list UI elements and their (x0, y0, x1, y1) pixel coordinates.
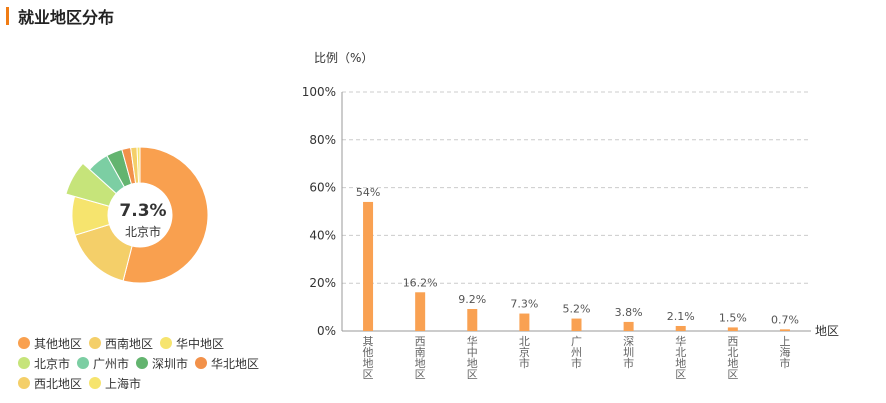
bar-2[interactable] (415, 292, 426, 331)
legend-swatch-icon (195, 357, 208, 369)
legend-swatch-icon (160, 337, 173, 349)
bar-5[interactable] (571, 318, 582, 331)
legend-item[interactable]: 深圳市 (136, 355, 188, 372)
donut-center-value: 7.3% (119, 201, 166, 221)
y-tick-labels: 0% 20% 40% 60% 80% 100% (302, 85, 336, 338)
legend-swatch-icon (77, 357, 90, 369)
y-tick-label: 40% (309, 228, 336, 242)
chart-legend: 其他地区 西南地区 华中地区北京市 广州市 深圳市 华北地区西北地区 上海市 (18, 333, 288, 393)
bar-data-label: 2.1% (667, 310, 695, 323)
y-tick-label: 60% (309, 181, 336, 195)
legend-label: 上海市 (105, 376, 142, 391)
x-axis-title: 地区 (815, 324, 839, 338)
bar-data-label: 3.8% (615, 306, 643, 319)
bar-data-label: 5.2% (563, 303, 591, 316)
donut-slices (65, 146, 209, 284)
bar-8[interactable] (727, 327, 738, 331)
x-tick-labels: 其他地区 西南地区 华中地区 北京市 广州市 深圳市 华北地区 西北地区 上海市 (363, 334, 791, 381)
bar-data-label: 1.5% (719, 311, 747, 324)
legend-swatch-icon (18, 337, 30, 349)
bar-data-label: 7.3% (510, 298, 538, 311)
bar-6[interactable] (623, 321, 634, 331)
y-tick-label: 100% (302, 85, 336, 99)
legend-label: 西南地区 (105, 336, 154, 351)
bar-data-label: 54% (356, 186, 380, 199)
y-tick-label: 80% (309, 133, 336, 147)
legend-label: 华中地区 (176, 336, 225, 351)
legend-swatch-icon (136, 357, 149, 369)
legend-label: 深圳市 (152, 356, 189, 371)
donut-chart[interactable]: 7.3% 北京市 (0, 130, 290, 320)
donut-slice-9[interactable] (136, 146, 141, 184)
legend-label: 其他地区 (34, 336, 83, 351)
legend-label: 北京市 (34, 356, 71, 371)
bar-chart: 比例（%） 0% 20% 40% 60% 80% 100% 54% 16.2% 9.2% 7.3… (302, 51, 839, 381)
bar-data-label: 0.7% (771, 313, 799, 326)
legend-swatch-icon (18, 377, 30, 389)
x-tick-label: 深圳市 (623, 335, 634, 370)
bar-data-label: 16.2% (403, 276, 438, 289)
legend-item[interactable]: 华中地区 (160, 335, 224, 352)
bar-data-labels: 54% 16.2% 9.2% 7.3% 5.2% 3.8% 2.1% 1.5% 0.7% (356, 186, 799, 326)
x-tick-label: 华北地区 (675, 334, 686, 381)
legend-row: 其他地区 西南地区 华中地区 (18, 333, 288, 353)
x-tick-label: 北京市 (519, 335, 530, 370)
legend-label: 华北地区 (211, 356, 260, 371)
bar-data-label: 9.2% (458, 293, 486, 306)
y-tick-label: 20% (309, 276, 336, 290)
legend-swatch-icon (18, 357, 30, 369)
x-tick-label: 广州市 (571, 335, 582, 370)
bar-9[interactable] (779, 329, 790, 331)
section-header: 就业地区分布 (6, 5, 114, 27)
bar-1[interactable] (363, 201, 374, 331)
legend-row: 西北地区 上海市 (18, 373, 288, 393)
legend-item[interactable]: 广州市 (77, 355, 129, 372)
x-tick-label: 西北地区 (727, 335, 738, 381)
page-title: 就业地区分布 (18, 8, 115, 27)
x-tick-label: 华中地区 (467, 334, 478, 381)
grid-lines (342, 91, 811, 284)
bar-series (363, 201, 790, 331)
y-tick-label: 0% (317, 324, 336, 338)
legend-item[interactable]: 西南地区 (89, 335, 153, 352)
legend-swatch-icon (89, 337, 102, 349)
legend-swatch-icon (89, 377, 102, 389)
donut-slice-1[interactable] (122, 146, 209, 284)
x-tick-label: 上海市 (779, 335, 790, 370)
legend-item[interactable]: 北京市 (18, 355, 70, 372)
x-tick-label: 西南地区 (415, 335, 426, 381)
donut-center-label: 北京市 (125, 224, 161, 239)
bar-4[interactable] (519, 313, 530, 331)
legend-label: 西北地区 (34, 376, 83, 391)
bar-7[interactable] (675, 325, 686, 331)
legend-label: 广州市 (93, 356, 130, 371)
bar-3[interactable] (467, 309, 478, 331)
legend-item[interactable]: 其他地区 (18, 335, 82, 352)
x-tick-label: 其他地区 (363, 335, 374, 381)
legend-item[interactable]: 西北地区 (18, 375, 82, 392)
legend-item[interactable]: 华北地区 (195, 355, 259, 372)
legend-item[interactable]: 上海市 (89, 375, 141, 392)
y-axis-title: 比例（%） (314, 51, 373, 65)
legend-row: 北京市 广州市 深圳市 华北地区 (18, 353, 288, 373)
title-accent-bar (6, 7, 9, 25)
